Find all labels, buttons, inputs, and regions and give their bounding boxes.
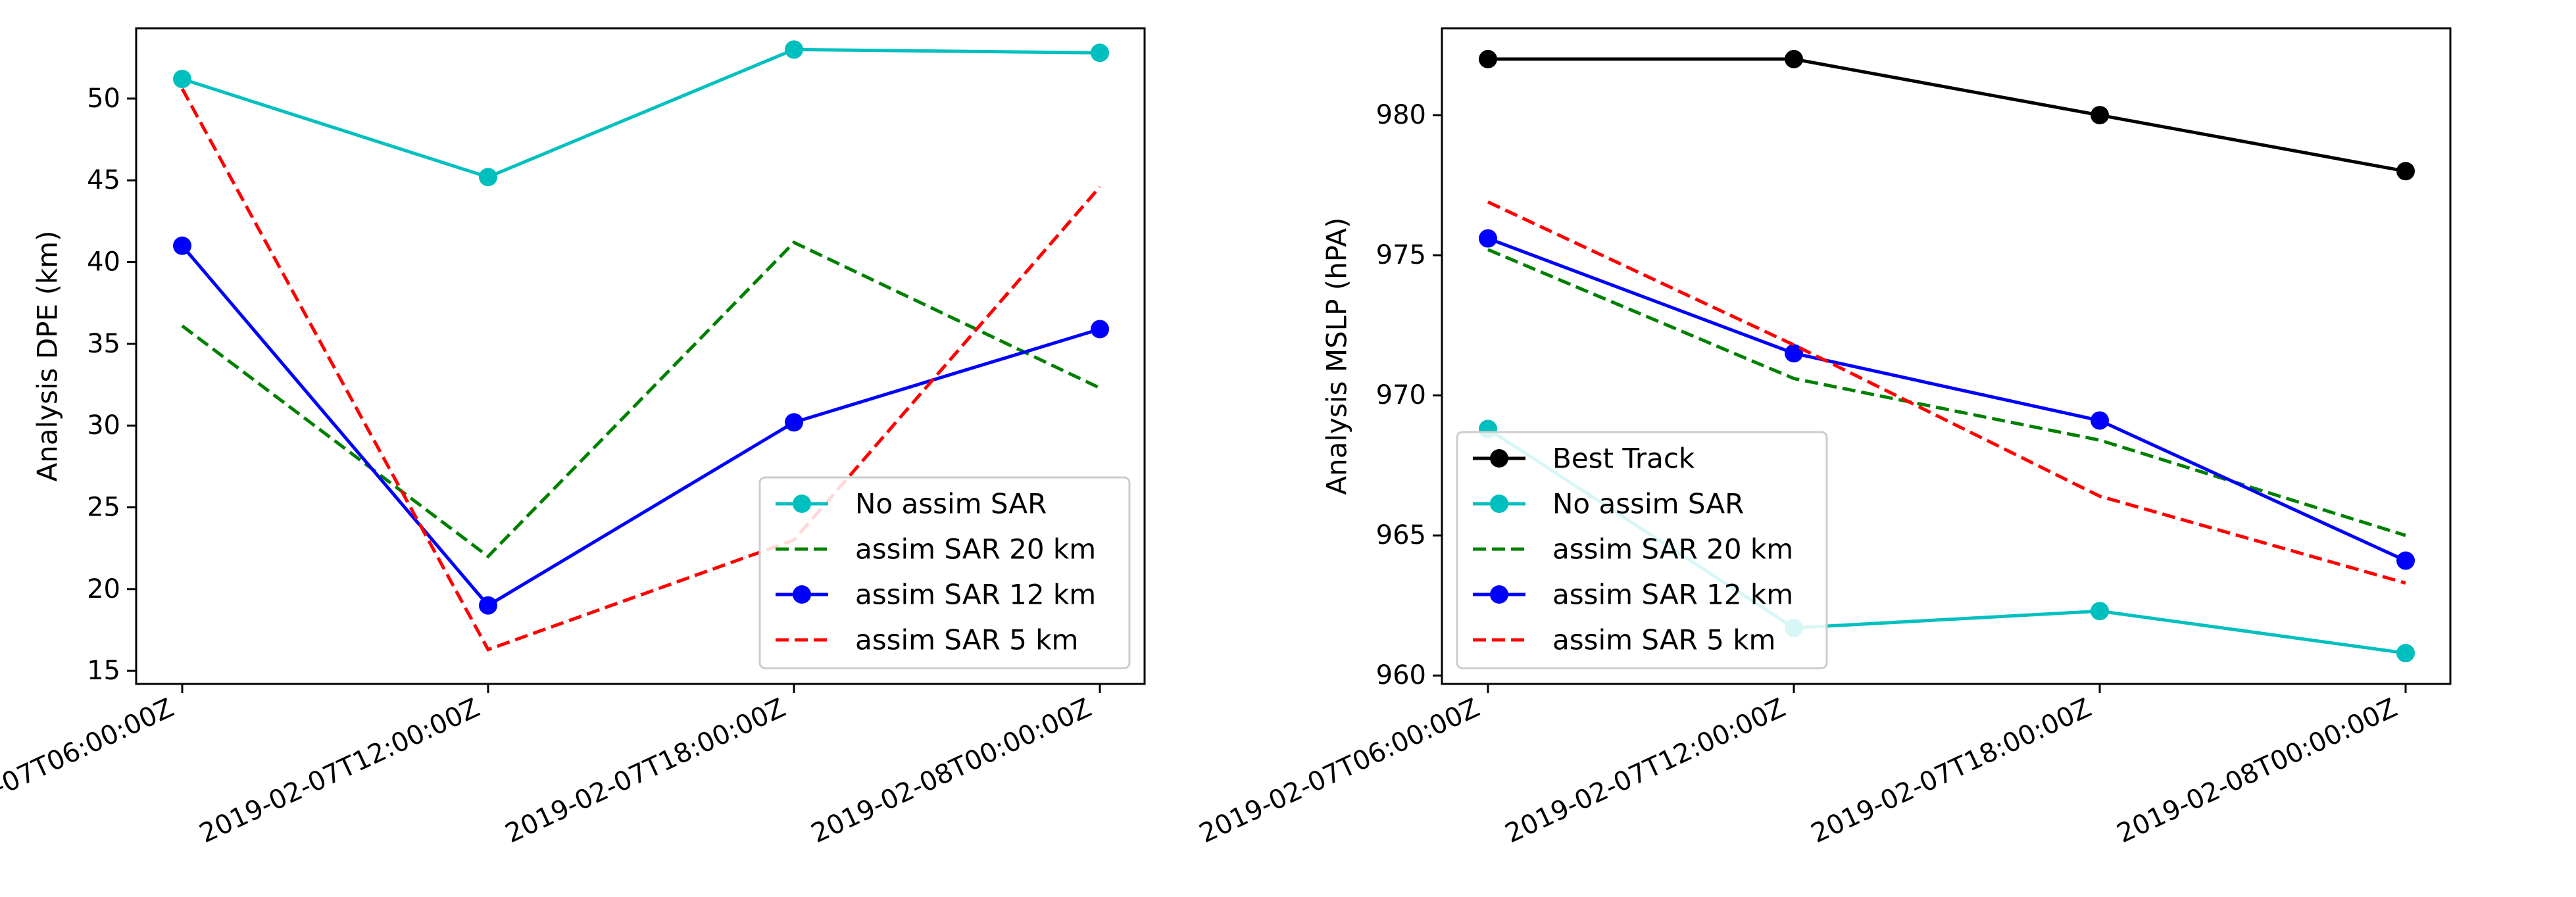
- y-tick-label: 35: [87, 329, 120, 359]
- legend-label: assim SAR 12 km: [855, 579, 1096, 611]
- x-tick-label: 2019-02-07T06:00:00Z: [0, 692, 178, 849]
- y-tick-label: 960: [1376, 660, 1426, 691]
- legend-label: assim SAR 5 km: [855, 624, 1078, 656]
- data-point: [785, 40, 803, 59]
- series-line: [1487, 237, 2407, 562]
- data-point: [2396, 644, 2415, 663]
- legend-marker: [1490, 585, 1508, 604]
- y-tick-label: 50: [87, 84, 120, 114]
- y-tick-label: 975: [1376, 240, 1426, 270]
- x-tick-label: 2019-02-07T06:00:00Z: [1195, 692, 1484, 849]
- y-tick-label: 25: [87, 492, 120, 522]
- legend: No assim SAR assim SAR 20 km assim SAR 12 …: [758, 476, 1131, 669]
- legend-label: No assim SAR: [855, 488, 1047, 520]
- series-line: [181, 245, 1101, 608]
- data-point: [1091, 320, 1109, 339]
- legend-label: assim SAR 20 km: [1552, 533, 1793, 566]
- data-point: [2091, 106, 2109, 125]
- data-point: [479, 168, 497, 187]
- legend-label: assim SAR 12 km: [1552, 579, 1793, 611]
- x-tick-label: 2019-02-08T00:00:00Z: [806, 692, 1096, 849]
- series-line: [1488, 57, 2406, 173]
- data-point: [173, 236, 191, 255]
- y-axis-label: Analysis DPE (km): [32, 231, 64, 482]
- x-tick-label: 2019-02-07T18:00:00Z: [501, 692, 790, 849]
- y-tick-label: 40: [87, 247, 120, 278]
- x-tick-label: 2019-02-08T00:00:00Z: [2112, 692, 2402, 849]
- plot-frame: [1441, 27, 2452, 685]
- data-point: [2091, 602, 2109, 621]
- series-line: [180, 87, 1101, 652]
- data-point: [173, 70, 191, 89]
- data-point: [1479, 49, 1497, 68]
- data-point: [1479, 229, 1497, 248]
- plot-frame: [135, 27, 1146, 685]
- legend-label: assim SAR 5 km: [1552, 624, 1775, 656]
- legend-marker: [1490, 495, 1508, 513]
- x-tick-label: 2019-02-07T18:00:00Z: [1806, 692, 2096, 849]
- y-tick-label: 45: [87, 165, 120, 195]
- data-point: [479, 596, 497, 615]
- legend-box: [1456, 431, 1828, 669]
- y-tick-label: 965: [1376, 520, 1426, 550]
- series-line: [181, 240, 1101, 559]
- legend-box: [758, 476, 1131, 669]
- legend-label: No assim SAR: [1552, 488, 1744, 520]
- legend-marker: [793, 585, 811, 604]
- data-point: [785, 413, 803, 432]
- legend-label: assim SAR 20 km: [855, 533, 1096, 566]
- y-tick-label: 970: [1376, 380, 1426, 410]
- x-tick-label: 2019-02-07T12:00:00Z: [1500, 692, 1790, 849]
- data-point: [2396, 162, 2415, 181]
- x-tick-label: 2019-02-07T12:00:00Z: [195, 692, 484, 849]
- series-line: [1487, 248, 2406, 537]
- legend: Best Track No assim SAR assim SAR 20 km ass…: [1456, 431, 1828, 669]
- series-line: [1487, 200, 2406, 585]
- legend-label: Best Track: [1552, 443, 1695, 475]
- series-line: [182, 47, 1101, 179]
- data-point: [2091, 411, 2109, 430]
- data-point: [1785, 49, 1803, 68]
- y-axis-label: Analysis MSLP (hPA): [1321, 217, 1353, 495]
- legend-marker: [793, 495, 811, 513]
- legend-marker: [1490, 449, 1508, 468]
- y-tick-label: 20: [87, 574, 120, 604]
- y-tick-label: 30: [87, 410, 120, 441]
- data-point: [1091, 43, 1109, 62]
- y-tick-label: 980: [1376, 100, 1426, 130]
- data-point: [2396, 551, 2415, 570]
- y-tick-label: 15: [87, 656, 120, 686]
